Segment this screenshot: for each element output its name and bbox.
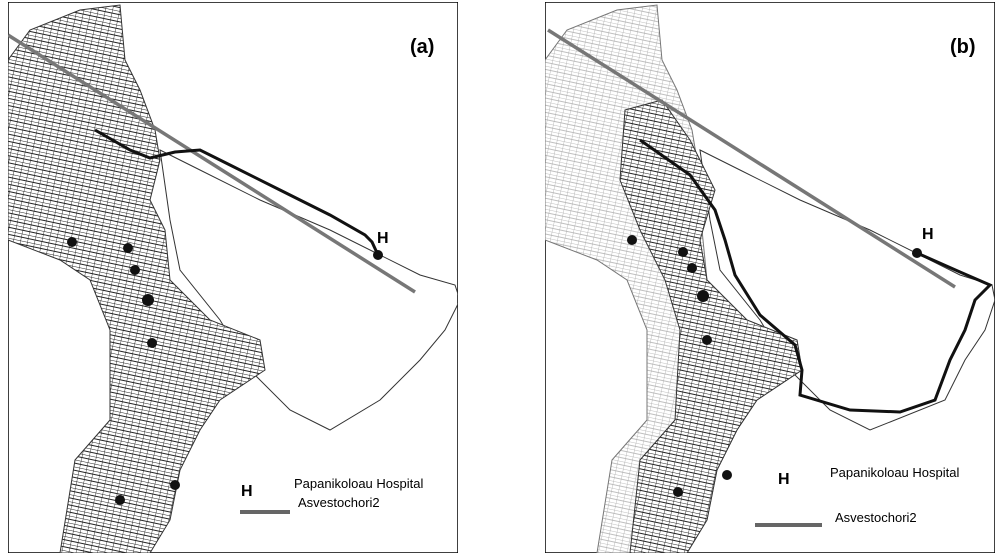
hospital-marker: H [377, 230, 389, 247]
hospital-marker: H [922, 226, 934, 243]
panel-a: H (a) H Papanikoloau Hospital Asvestocho… [8, 2, 460, 553]
hospital-dot [912, 248, 922, 258]
legend-marker: H [241, 483, 253, 500]
legend-hospital: Papanikoloau Hospital [830, 465, 959, 480]
figure: H (a) H Papanikoloau Hospital Asvestocho… [0, 0, 1000, 555]
legend-route: Asvestochori2 [298, 495, 380, 510]
legend-hospital: Papanikoloau Hospital [294, 476, 423, 491]
legend-route: Asvestochori2 [835, 510, 917, 525]
panel-b: H (b) H Papanikoloau Hospital Asvestocho… [545, 2, 995, 553]
hospital-dot [373, 250, 383, 260]
panel-label: (a) [410, 36, 434, 58]
panel-label: (b) [950, 36, 976, 58]
legend-marker: H [778, 471, 790, 488]
